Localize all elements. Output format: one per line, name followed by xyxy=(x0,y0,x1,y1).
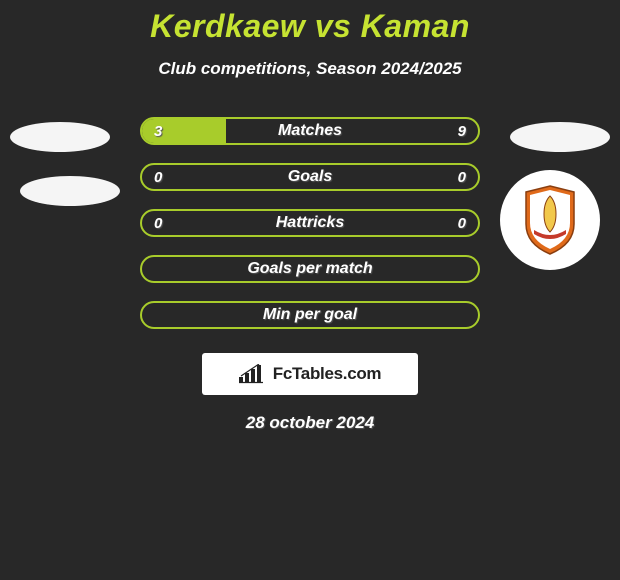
date-label: 28 october 2024 xyxy=(0,413,620,433)
page-title: Kerdkaew vs Kaman xyxy=(0,8,620,45)
club-left-badge xyxy=(20,176,120,206)
stat-row: 00Hattricks xyxy=(140,209,480,237)
stat-row: Goals per match xyxy=(140,255,480,283)
stat-label: Hattricks xyxy=(142,211,478,235)
stat-row: Min per goal xyxy=(140,301,480,329)
shield-icon xyxy=(522,184,578,256)
brand-badge[interactable]: FcTables.com xyxy=(202,353,418,395)
club-right-badge xyxy=(500,170,600,270)
stat-row: 00Goals xyxy=(140,163,480,191)
player-right-avatar xyxy=(510,122,610,152)
stat-row: 39Matches xyxy=(140,117,480,145)
page-subtitle: Club competitions, Season 2024/2025 xyxy=(0,59,620,79)
stat-label: Min per goal xyxy=(142,303,478,327)
stat-label: Goals xyxy=(142,165,478,189)
comparison-card: Kerdkaew vs Kaman Club competitions, Sea… xyxy=(0,0,620,433)
bar-chart-icon xyxy=(239,364,267,384)
stat-label: Goals per match xyxy=(142,257,478,281)
brand-text: FcTables.com xyxy=(273,364,382,384)
stat-label: Matches xyxy=(142,119,478,143)
player-left-avatar xyxy=(10,122,110,152)
